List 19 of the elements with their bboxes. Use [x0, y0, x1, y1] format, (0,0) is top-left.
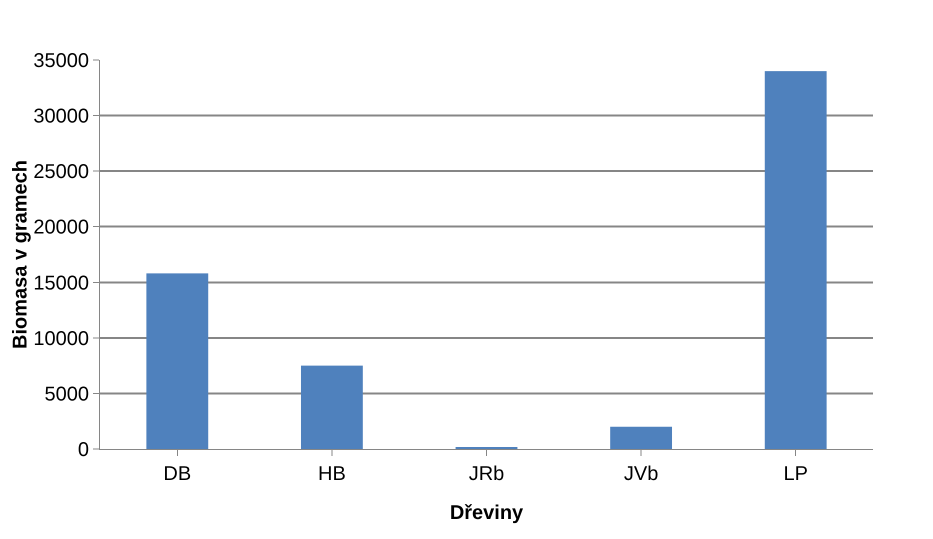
bar [300, 366, 363, 449]
x-tick-label: JVb [624, 463, 658, 485]
y-tick-label: 5000 [44, 383, 89, 406]
y-tick-label: 0 [78, 439, 89, 461]
y-tick-label: 15000 [33, 272, 89, 294]
x-tick-label: DB [163, 463, 192, 485]
x-tick-label: HB [318, 463, 346, 485]
x-axis-title: Dřeviny [450, 502, 524, 524]
bar [610, 426, 672, 449]
x-tick-label: JRb [468, 463, 504, 485]
bar [764, 71, 827, 449]
y-axis-title: Biomasa v gramech [9, 160, 32, 349]
y-tick-label: 20000 [33, 216, 89, 239]
x-tick-label: LP [783, 463, 808, 485]
y-tick-label: 35000 [33, 50, 89, 72]
bar [146, 273, 208, 449]
y-tick-label: 30000 [33, 106, 89, 128]
y-tick-label: 10000 [33, 328, 89, 350]
y-tick-label: 25000 [33, 161, 89, 184]
